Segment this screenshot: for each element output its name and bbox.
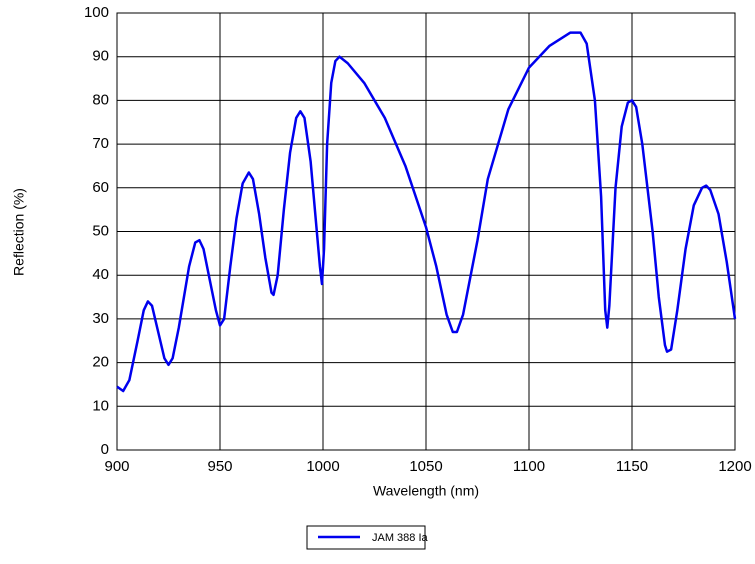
y-tick-label: 30	[92, 310, 109, 327]
y-axis-label: Reflection (%)	[11, 188, 27, 276]
x-tick-label: 1000	[306, 458, 339, 475]
x-axis-label: Wavelength (nm)	[373, 483, 479, 499]
legend-label: JAM 388 Ia	[372, 532, 429, 544]
x-tick-label: 1200	[718, 458, 751, 475]
y-tick-label: 100	[84, 4, 109, 21]
x-tick-label: 1050	[409, 458, 442, 475]
x-tick-label: 950	[207, 458, 232, 475]
y-tick-label: 50	[92, 222, 109, 239]
x-tick-label: 1100	[513, 458, 545, 475]
x-tick-label: 1150	[616, 458, 648, 475]
y-tick-label: 40	[92, 266, 109, 283]
y-tick-label: 20	[92, 354, 109, 371]
y-tick-label: 70	[92, 135, 109, 152]
y-tick-label: 90	[92, 48, 109, 65]
legend-box	[306, 525, 426, 550]
y-tick-label: 10	[92, 397, 109, 414]
y-tick-label: 60	[92, 179, 109, 196]
y-tick-label: 0	[101, 441, 109, 458]
data-line	[116, 31, 737, 393]
y-tick-label: 80	[92, 91, 109, 108]
x-tick-label: 900	[104, 458, 129, 475]
